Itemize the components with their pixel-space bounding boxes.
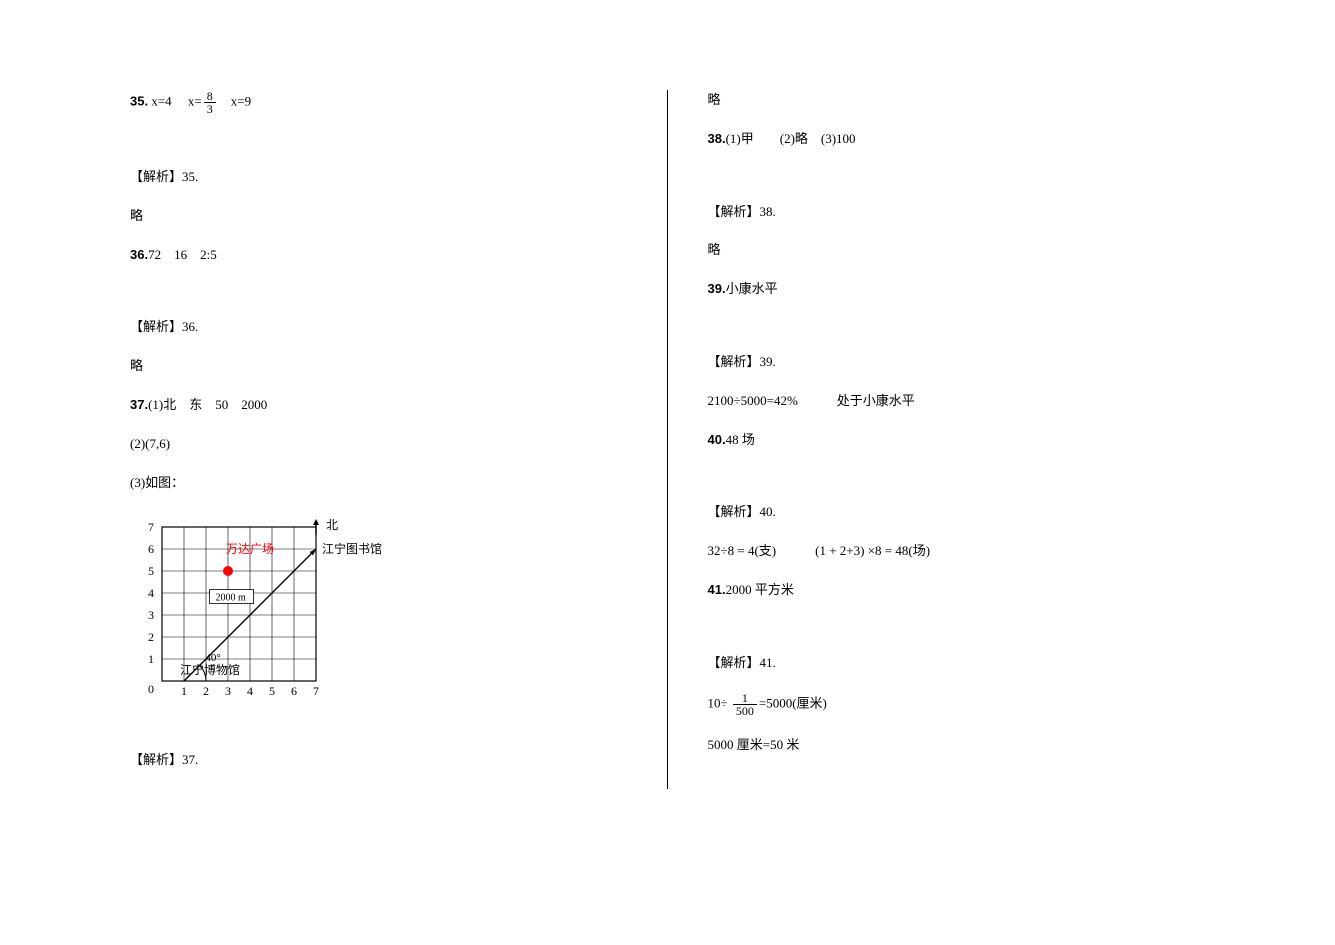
ex40-l1: 32÷8 = 4(支) (1 + 2+3) ×8 = 48(场): [708, 541, 1206, 562]
svg-text:40°: 40°: [205, 652, 220, 664]
svg-text:北: 北: [326, 518, 338, 532]
svg-text:1: 1: [148, 652, 154, 666]
svg-text:5: 5: [269, 684, 275, 698]
ex36-body: 略: [130, 356, 627, 377]
ex41-head: 【解析】41.: [708, 653, 1206, 674]
ex35-head: 【解析】35.: [130, 167, 627, 188]
ex41-den: 500: [733, 705, 757, 717]
svg-text:3: 3: [225, 684, 231, 698]
ex35-body: 略: [130, 206, 627, 227]
ex41-l1: 10÷ 1500=5000(厘米): [708, 692, 1206, 717]
svg-text:万达广场: 万达广场: [226, 542, 274, 556]
ex39-head: 【解析】39.: [708, 352, 1206, 373]
svg-text:2000 m: 2000 m: [215, 593, 246, 604]
svg-text:7: 7: [148, 520, 154, 534]
q36: 36.36.72 16 2:572 16 2:5: [130, 245, 627, 266]
q35-a: x=4: [151, 93, 171, 108]
svg-text:2: 2: [203, 684, 209, 698]
svg-text:江宁图书馆: 江宁图书馆: [322, 541, 382, 556]
svg-text:0: 0: [148, 682, 154, 696]
svg-text:7: 7: [313, 684, 319, 698]
q37-l1: 37.(1)北 东 50 2000: [130, 395, 627, 416]
ex40-head: 【解析】40.: [708, 502, 1206, 523]
ex38-head: 【解析】38.: [708, 202, 1206, 223]
q35-b-den: 3: [204, 103, 216, 115]
q35-b-prefix: x=: [188, 93, 202, 108]
grid-svg: 1 2 3 4 5 6 7 1 2 3 4 5 6 7 0 北江宁图书馆江宁博物馆 万达广场 2000 m 40°: [130, 511, 390, 706]
ex39-l1: 2100÷5000=42% 处于小康水平: [708, 391, 1206, 412]
ex41-num: 1: [733, 692, 757, 705]
grid-chart: 1 2 3 4 5 6 7 1 2 3 4 5 6 7 0 北江宁图书馆江宁博物馆 万达广场 2000 m 40°: [130, 511, 390, 706]
svg-text:4: 4: [247, 684, 253, 698]
svg-text:5: 5: [148, 564, 154, 578]
svg-text:1: 1: [181, 684, 187, 698]
svg-text:江宁博物馆: 江宁博物馆: [180, 663, 240, 678]
ex41-l2: 5000 厘米=50 米: [708, 735, 1206, 756]
svg-text:3: 3: [148, 608, 154, 622]
ex41-frac: 1500: [733, 692, 757, 717]
q35-c: x=9: [231, 93, 251, 108]
svg-text:2: 2: [148, 630, 154, 644]
ex38-body: 略: [708, 240, 1206, 261]
q35-prefix: 35.: [130, 93, 148, 108]
q38: 38.(1)甲 (2)略 (3)100: [708, 129, 1206, 150]
q40: 40.48 场: [708, 430, 1206, 451]
svg-text:4: 4: [148, 586, 154, 600]
svg-text:6: 6: [148, 542, 154, 556]
q41: 41.2000 平方米: [708, 580, 1206, 601]
ex41-suffix: =5000(厘米): [759, 695, 827, 710]
ex37-body: 略: [708, 90, 1206, 111]
svg-text:6: 6: [291, 684, 297, 698]
q37-l2: (2)(7,6): [130, 434, 627, 455]
q35: 35. x=4 x=83 x=9: [130, 90, 627, 115]
ex37-head: 【解析】37.: [130, 750, 627, 771]
ex36-head: 【解析】36.: [130, 317, 627, 338]
q37-l3: (3)如图：: [130, 473, 627, 494]
q35-b-frac: 83: [204, 90, 216, 115]
q39: 39.小康水平: [708, 279, 1206, 300]
ex41-prefix: 10÷: [708, 695, 728, 710]
